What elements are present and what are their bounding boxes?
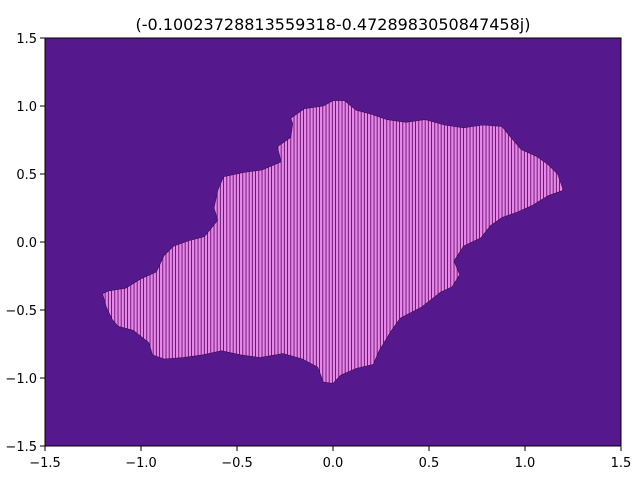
x-tick-label: −1.5 <box>29 456 61 471</box>
y-tick-label: 1.0 <box>16 100 37 115</box>
x-tick-label: 0.0 <box>323 456 344 471</box>
y-tick-label: −0.5 <box>5 304 37 319</box>
chart-title: (-0.10023728813559318-0.4728983050847458… <box>136 15 531 34</box>
x-axis: −1.5 −1.0 −0.5 0.0 0.5 1.0 1.5 <box>29 446 631 471</box>
x-tick-label: 1.5 <box>611 456 632 471</box>
y-tick-label: 0.5 <box>16 168 37 183</box>
x-tick-label: −1.0 <box>125 456 157 471</box>
julia-set-region <box>102 100 564 384</box>
x-tick-label: 1.0 <box>515 456 536 471</box>
x-tick-label: 0.5 <box>419 456 440 471</box>
y-axis: −1.5 −1.0 −0.5 0.0 0.5 1.0 1.5 <box>5 32 45 455</box>
y-tick-label: 0.0 <box>16 236 37 251</box>
y-tick-label: −1.0 <box>5 372 37 387</box>
y-tick-label: 1.5 <box>16 32 37 47</box>
x-tick-label: −0.5 <box>221 456 253 471</box>
y-tick-label: −1.5 <box>5 440 37 455</box>
